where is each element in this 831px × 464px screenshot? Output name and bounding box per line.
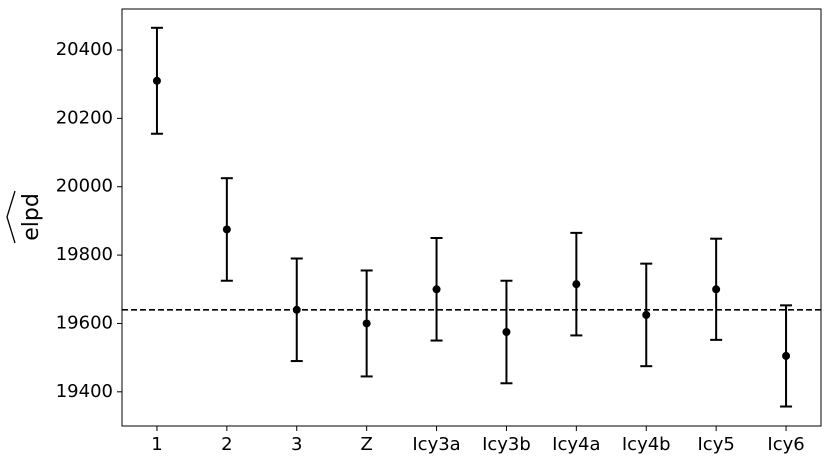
point — [432, 285, 441, 294]
x-tick-label: Icy6 — [767, 434, 804, 455]
x-tick-label: Icy4b — [622, 434, 671, 455]
point — [362, 319, 371, 328]
y-tick-label: 20400 — [56, 39, 113, 60]
y-tick-label: 19800 — [56, 244, 113, 265]
point — [712, 285, 721, 294]
y-axis-label: elpd — [19, 193, 44, 241]
y-tick-label: 19600 — [56, 312, 113, 333]
x-tick-label: Icy3b — [482, 434, 531, 455]
point — [782, 351, 791, 360]
plot-frame — [121, 8, 822, 427]
y-tick-label: 20000 — [56, 176, 113, 197]
y-tick-label: 19400 — [56, 381, 113, 402]
x-tick-label: Icy4a — [552, 434, 600, 455]
y-axis-label-group: elpd — [6, 190, 44, 244]
point — [222, 225, 231, 234]
x-tick-label: Icy5 — [697, 434, 734, 455]
point — [152, 76, 161, 85]
x-tick-label: 2 — [221, 434, 232, 455]
y-tick-label: 20200 — [56, 107, 113, 128]
x-tick-label: 3 — [291, 434, 302, 455]
x-tick-label: Z — [360, 434, 372, 455]
point — [642, 310, 651, 319]
point — [502, 328, 511, 337]
y-label-hat — [6, 190, 16, 244]
point — [572, 280, 581, 289]
point — [292, 305, 301, 314]
x-tick-label: 1 — [151, 434, 162, 455]
x-tick-label: Icy3a — [412, 434, 460, 455]
